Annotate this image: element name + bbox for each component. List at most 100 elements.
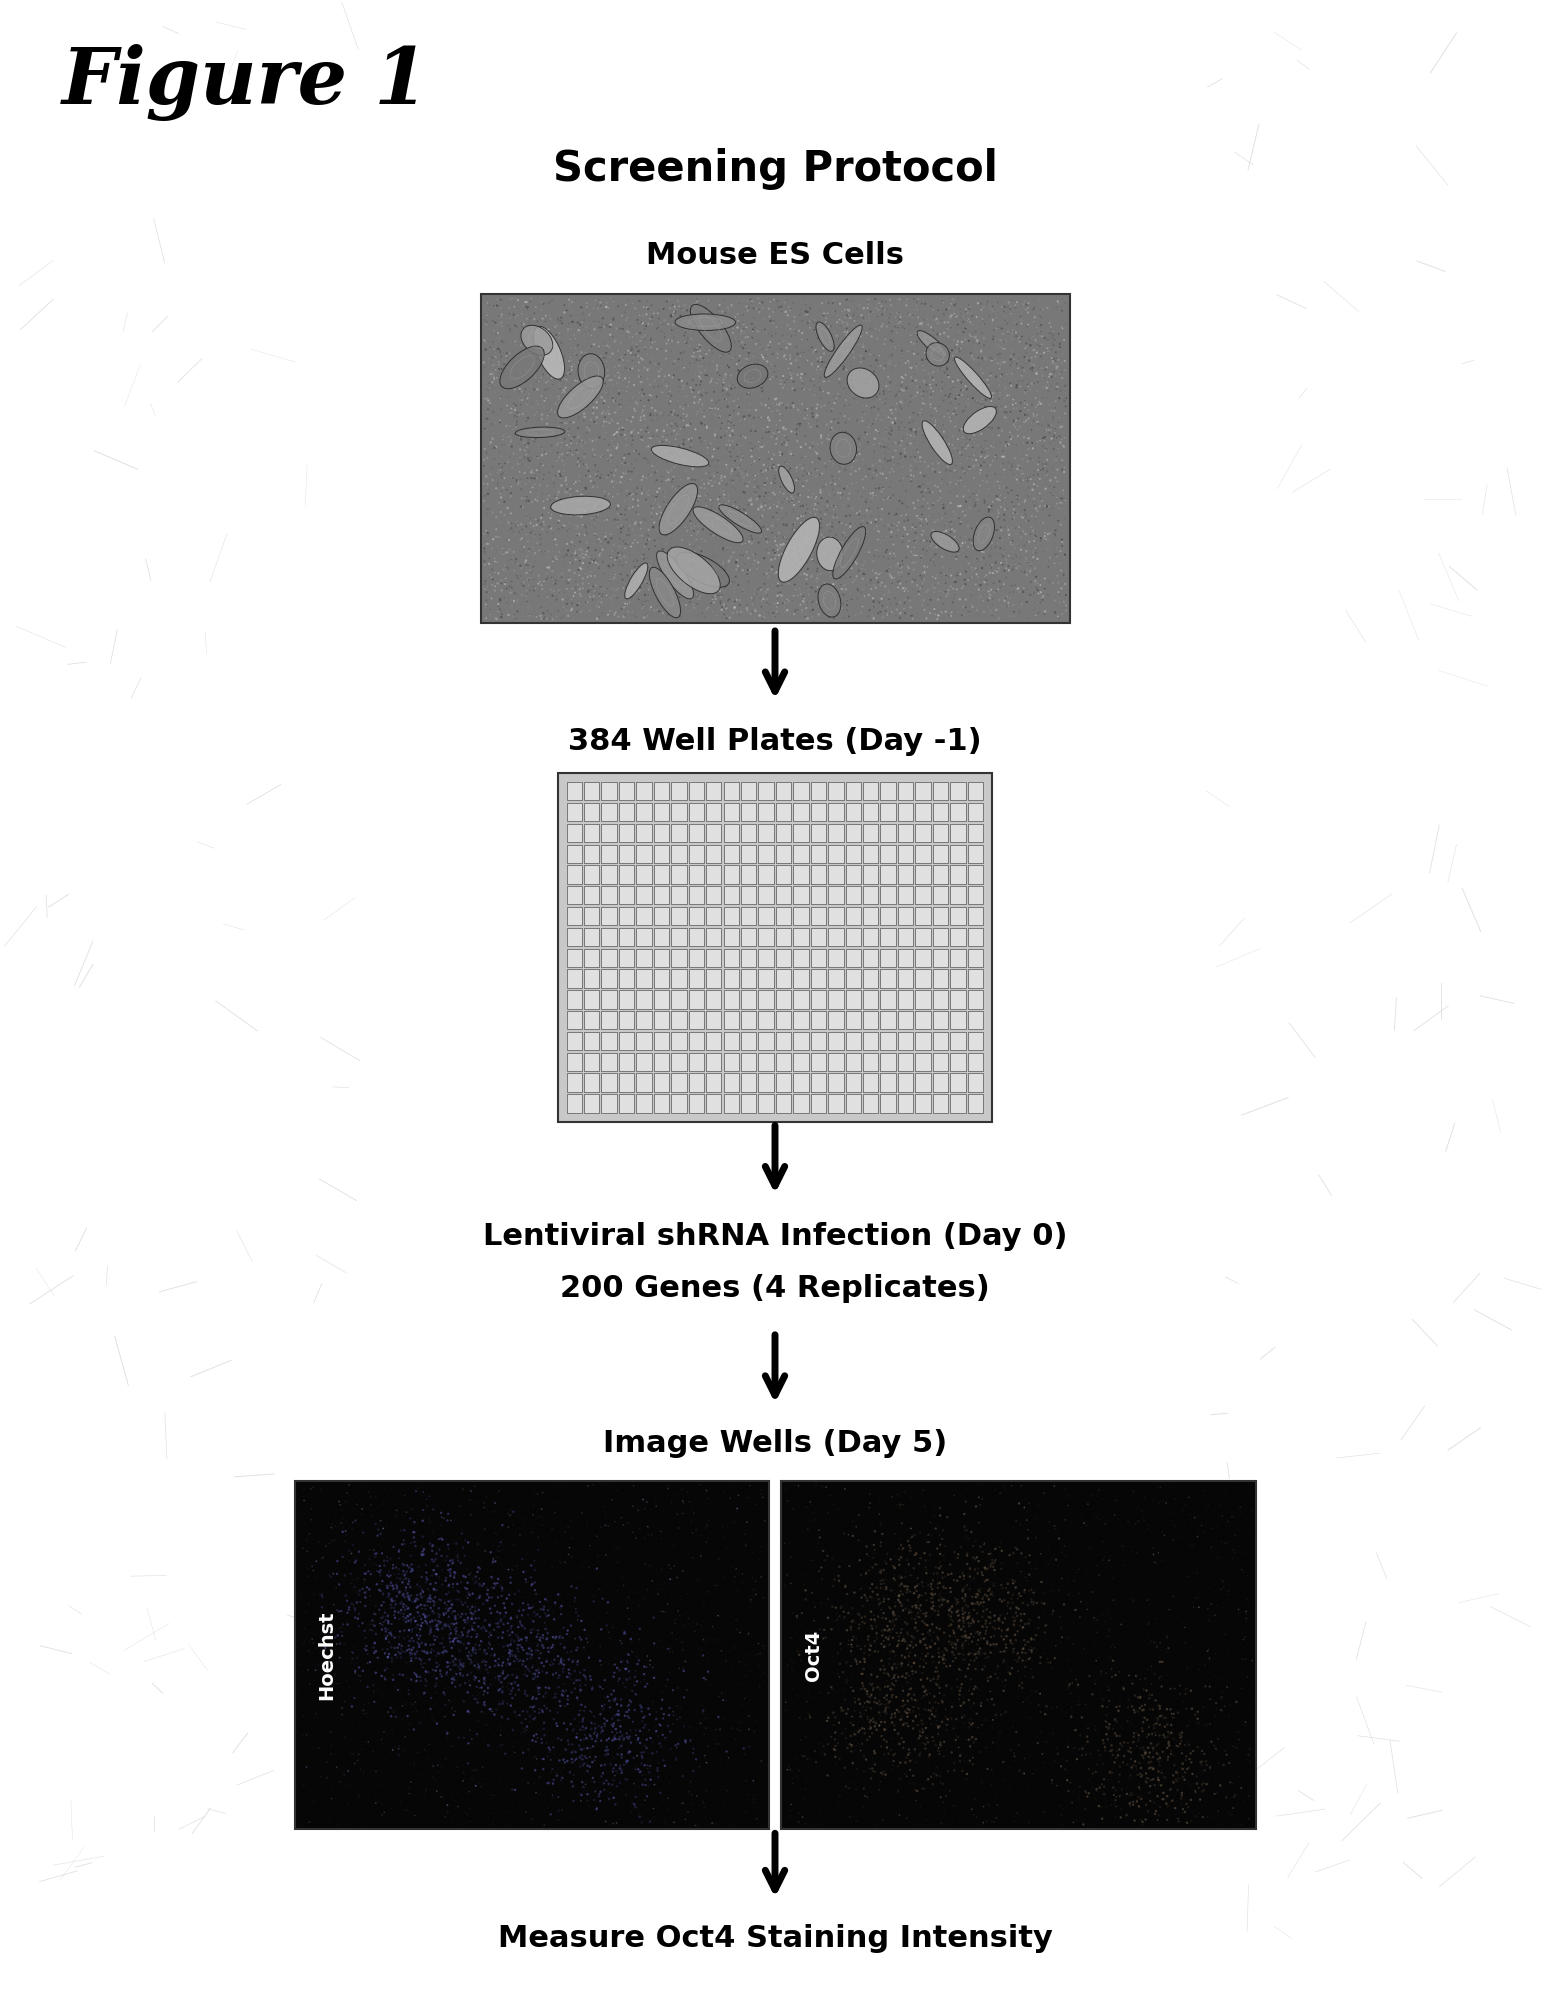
Point: [905, 1581, 930, 1613]
Point: [645, 1535, 670, 1567]
Point: [705, 1729, 730, 1761]
Point: [512, 1593, 536, 1625]
Point: [623, 1761, 648, 1793]
Point: [738, 1759, 763, 1791]
Point: [525, 485, 550, 516]
Point: [341, 1719, 366, 1751]
Point: [1133, 1677, 1158, 1709]
Point: [947, 1655, 972, 1687]
Point: [918, 1629, 942, 1661]
Point: [1119, 1559, 1144, 1591]
Point: [493, 1517, 518, 1549]
Point: [1049, 311, 1074, 343]
Point: [932, 510, 956, 542]
Point: [901, 487, 925, 518]
Point: [967, 1575, 992, 1607]
Point: [634, 1685, 659, 1717]
Point: [499, 566, 524, 598]
Point: [477, 1719, 502, 1751]
Point: [490, 1703, 515, 1735]
Point: [976, 1478, 1001, 1509]
Point: [808, 1793, 832, 1825]
Point: [668, 391, 693, 423]
Point: [457, 1627, 482, 1659]
Point: [879, 307, 904, 339]
Point: [811, 1579, 835, 1611]
Point: [544, 528, 569, 560]
Point: [319, 1561, 344, 1593]
Point: [904, 1511, 928, 1543]
Point: [622, 554, 646, 586]
Point: [564, 1721, 589, 1753]
Point: [1000, 1757, 1025, 1789]
Point: [1187, 1681, 1212, 1713]
Point: [775, 447, 800, 479]
Point: [735, 311, 760, 343]
Point: [418, 1617, 443, 1649]
Point: [980, 495, 1004, 526]
Point: [358, 1647, 383, 1679]
Point: [914, 1585, 939, 1617]
Point: [719, 1801, 744, 1832]
Point: [732, 477, 756, 508]
Point: [485, 588, 510, 620]
Point: [911, 558, 936, 590]
Point: [1018, 323, 1043, 355]
Point: [995, 1567, 1020, 1599]
Point: [865, 1497, 890, 1529]
Point: [896, 1617, 921, 1649]
Point: [587, 580, 612, 612]
Point: [891, 1497, 916, 1529]
Point: [763, 489, 787, 520]
Bar: [707, 949, 721, 967]
Point: [310, 1777, 335, 1809]
Point: [1026, 479, 1051, 510]
Point: [618, 479, 643, 510]
Point: [801, 572, 826, 604]
Point: [885, 307, 910, 339]
Point: [563, 317, 587, 349]
Point: [955, 1494, 980, 1525]
Point: [1012, 1555, 1037, 1587]
Point: [1000, 1651, 1025, 1683]
Point: [544, 1513, 569, 1545]
Point: [730, 459, 755, 491]
Point: [552, 443, 577, 475]
Point: [1167, 1717, 1192, 1749]
Point: [907, 371, 932, 403]
Point: [820, 287, 845, 319]
Point: [515, 590, 539, 622]
Point: [750, 1637, 775, 1669]
Point: [1056, 1579, 1080, 1611]
Point: [857, 1571, 882, 1603]
Point: [958, 1721, 983, 1753]
Point: [792, 520, 817, 552]
Point: [608, 467, 632, 498]
Point: [1201, 1517, 1226, 1549]
Point: [987, 1643, 1012, 1675]
Bar: [846, 907, 860, 925]
Point: [625, 526, 649, 558]
Point: [467, 1611, 491, 1643]
Point: [1159, 1492, 1184, 1523]
Point: [662, 532, 687, 564]
Point: [603, 596, 628, 628]
Point: [446, 1637, 471, 1669]
Point: [698, 495, 722, 526]
Point: [648, 1781, 673, 1813]
Point: [524, 1621, 549, 1653]
Point: [632, 602, 657, 634]
Point: [935, 1585, 959, 1617]
Point: [724, 500, 749, 532]
Point: [524, 1488, 549, 1519]
Point: [955, 1707, 980, 1739]
Point: [443, 1615, 468, 1647]
Point: [648, 542, 673, 574]
Point: [839, 1665, 863, 1697]
Point: [854, 1537, 879, 1569]
Point: [1029, 1803, 1054, 1834]
Point: [418, 1611, 443, 1643]
Point: [671, 1555, 696, 1587]
Point: [1001, 393, 1026, 425]
Point: [995, 1535, 1020, 1567]
